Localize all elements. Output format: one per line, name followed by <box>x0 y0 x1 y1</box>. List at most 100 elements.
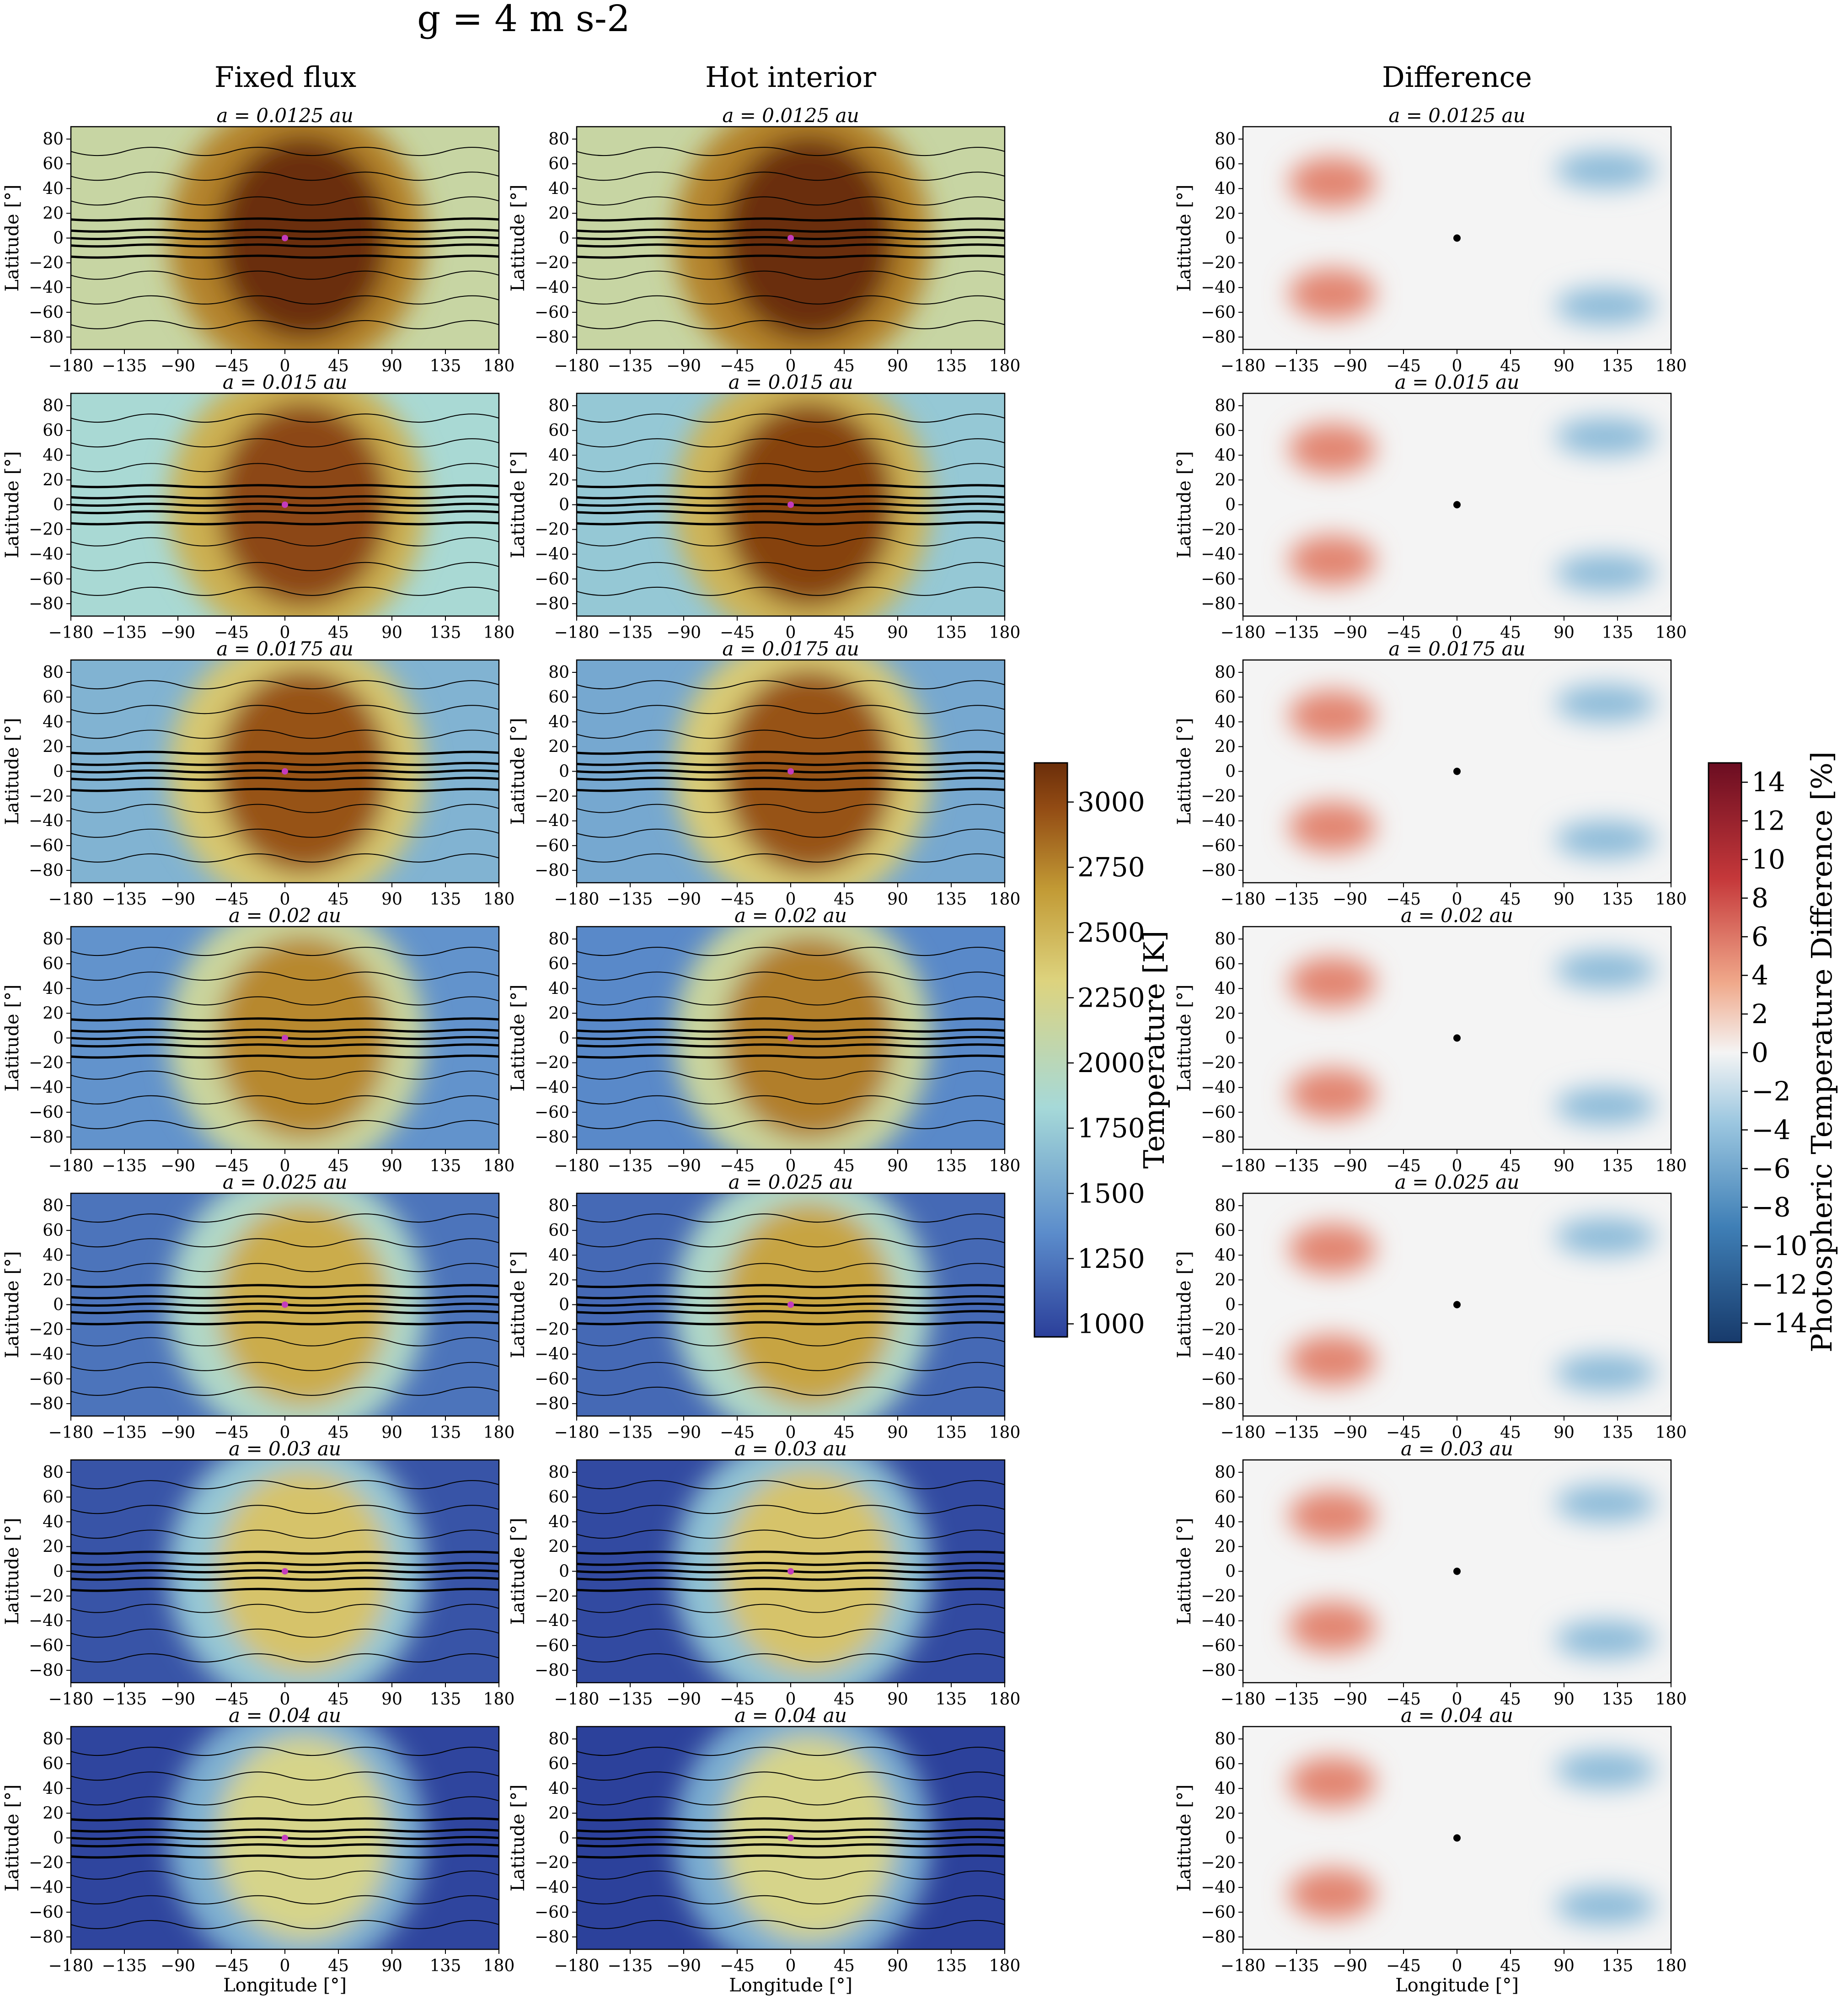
y-tick-label: 0 <box>53 1829 64 1848</box>
streamline <box>577 1828 1005 1833</box>
streamline <box>577 1362 1005 1371</box>
y-tick-label: 0 <box>559 1829 569 1848</box>
y-tick-label: −40 <box>535 1612 569 1631</box>
x-tick-label: −180 <box>554 623 600 642</box>
x-tick-label: 0 <box>1452 1957 1462 1975</box>
y-tick-label: 0 <box>1225 1829 1236 1848</box>
streamline <box>71 1747 499 1756</box>
streamline <box>71 254 499 259</box>
x-tick-label: −135 <box>608 1690 653 1709</box>
x-tick-label: −135 <box>102 357 147 376</box>
y-tick-label: −20 <box>1201 1054 1236 1073</box>
y-tick-label: −20 <box>535 1320 569 1339</box>
x-tick-label: 90 <box>887 357 908 376</box>
y-tick-label: 80 <box>43 930 64 949</box>
y-tick-label: −80 <box>1201 328 1236 347</box>
streamline <box>71 1054 499 1059</box>
y-tick-label: 40 <box>548 1246 569 1265</box>
difference-field-blend <box>1289 151 1656 325</box>
y-tick-label: −20 <box>1201 1320 1236 1339</box>
figure-suptitle: g = 4 m s-2 <box>417 0 630 40</box>
x-tick-label: −45 <box>214 890 249 909</box>
x-tick-label: 180 <box>483 623 515 642</box>
streamline <box>71 147 499 156</box>
x-tick-label: 45 <box>1500 1157 1521 1175</box>
streamline <box>71 1386 499 1396</box>
y-tick-label: 80 <box>43 130 64 149</box>
x-tick-label: 180 <box>483 1957 515 1975</box>
x-tick-label: −90 <box>161 623 195 642</box>
difference-colorbar-tick-label: 0 <box>1752 1037 1768 1068</box>
y-tick-label: −80 <box>1201 1128 1236 1147</box>
y-tick-label: 0 <box>53 496 64 515</box>
streamline <box>71 1604 499 1613</box>
x-tick-label: 180 <box>1655 1957 1687 1975</box>
streamline <box>71 172 499 181</box>
x-tick-label: 180 <box>1655 1690 1687 1709</box>
streamline <box>577 1028 1005 1033</box>
y-tick-label: 40 <box>43 179 64 198</box>
streamline <box>577 1854 1005 1859</box>
x-tick-label: 135 <box>936 1157 967 1175</box>
streamline <box>71 243 499 248</box>
x-tick-label: 0 <box>1452 357 1462 376</box>
panel-diff-row-5: −180 −135 −90 −45 0 45 90 135 180 80 60 40 20 0 −20 −40… <box>1174 1171 1687 1442</box>
streamline <box>577 788 1005 792</box>
x-tick-label: −180 <box>48 357 94 376</box>
panel-hot-row-6: −180 −135 −90 −45 0 45 90 135 180 80 60 40 20 0 −20 −40… <box>508 1438 1020 1709</box>
x-tick-label: −45 <box>720 1157 755 1175</box>
x-tick-label: 45 <box>834 1957 855 1975</box>
y-tick-label: −80 <box>535 1661 569 1680</box>
streamline <box>577 243 1005 248</box>
x-tick-label: −45 <box>214 1157 249 1175</box>
streamline <box>71 788 499 792</box>
y-tick-label: 80 <box>1215 663 1236 682</box>
panel-title: a = 0.03 au <box>734 1438 847 1460</box>
y-tick-label: 80 <box>548 1730 569 1749</box>
warm-anomaly <box>1289 424 1376 474</box>
x-tick-label: −135 <box>608 623 653 642</box>
substellar-point <box>787 1301 794 1308</box>
y-tick-label: 80 <box>548 130 569 149</box>
y-tick-label: −40 <box>29 279 64 297</box>
y-tick-label: 40 <box>43 1246 64 1265</box>
streamline <box>577 413 1005 423</box>
streamline <box>71 1588 499 1592</box>
streamline <box>71 1561 499 1566</box>
substellar-point <box>787 501 794 508</box>
x-tick-label: −180 <box>1221 1957 1266 1975</box>
streamline <box>71 947 499 956</box>
streamline <box>577 495 1005 499</box>
y-tick-label: 40 <box>1215 1513 1236 1531</box>
y-tick-label: 40 <box>1215 179 1236 198</box>
warm-anomaly <box>1289 1490 1376 1541</box>
y-tick-label: 0 <box>53 762 64 781</box>
warm-anomaly <box>1289 802 1376 853</box>
x-tick-label: 90 <box>887 623 908 642</box>
y-tick-label: −20 <box>1201 520 1236 539</box>
warm-anomaly <box>1289 268 1376 319</box>
x-tick-label: −45 <box>1386 1957 1421 1975</box>
x-tick-label: −180 <box>554 1957 600 1975</box>
y-tick-label: −20 <box>29 1854 64 1872</box>
y-tick-label: 60 <box>43 1754 64 1773</box>
x-tick-label: −90 <box>161 890 195 909</box>
cool-anomaly <box>1555 1485 1656 1522</box>
y-tick-label: 20 <box>43 1271 64 1289</box>
x-tick-label: −45 <box>1386 623 1421 642</box>
streamline <box>71 1310 499 1314</box>
streamline <box>71 484 499 488</box>
x-tick-label: −45 <box>214 1423 249 1442</box>
y-tick-label: 80 <box>548 663 569 682</box>
streamline <box>577 828 1005 838</box>
y-axis-label: Latitude [°] <box>1174 451 1195 558</box>
cool-anomaly <box>1555 821 1656 858</box>
temperature-colorbar-tick-label: 1000 <box>1077 1308 1145 1339</box>
x-tick-label: 0 <box>786 890 796 909</box>
temperature-colorbar-tick-label: 1500 <box>1077 1178 1145 1209</box>
streamline <box>71 971 499 981</box>
y-tick-label: −80 <box>1201 861 1236 880</box>
y-tick-label: 60 <box>1215 1221 1236 1240</box>
x-tick-label: 90 <box>887 890 908 909</box>
x-tick-label: 90 <box>381 1957 402 1975</box>
